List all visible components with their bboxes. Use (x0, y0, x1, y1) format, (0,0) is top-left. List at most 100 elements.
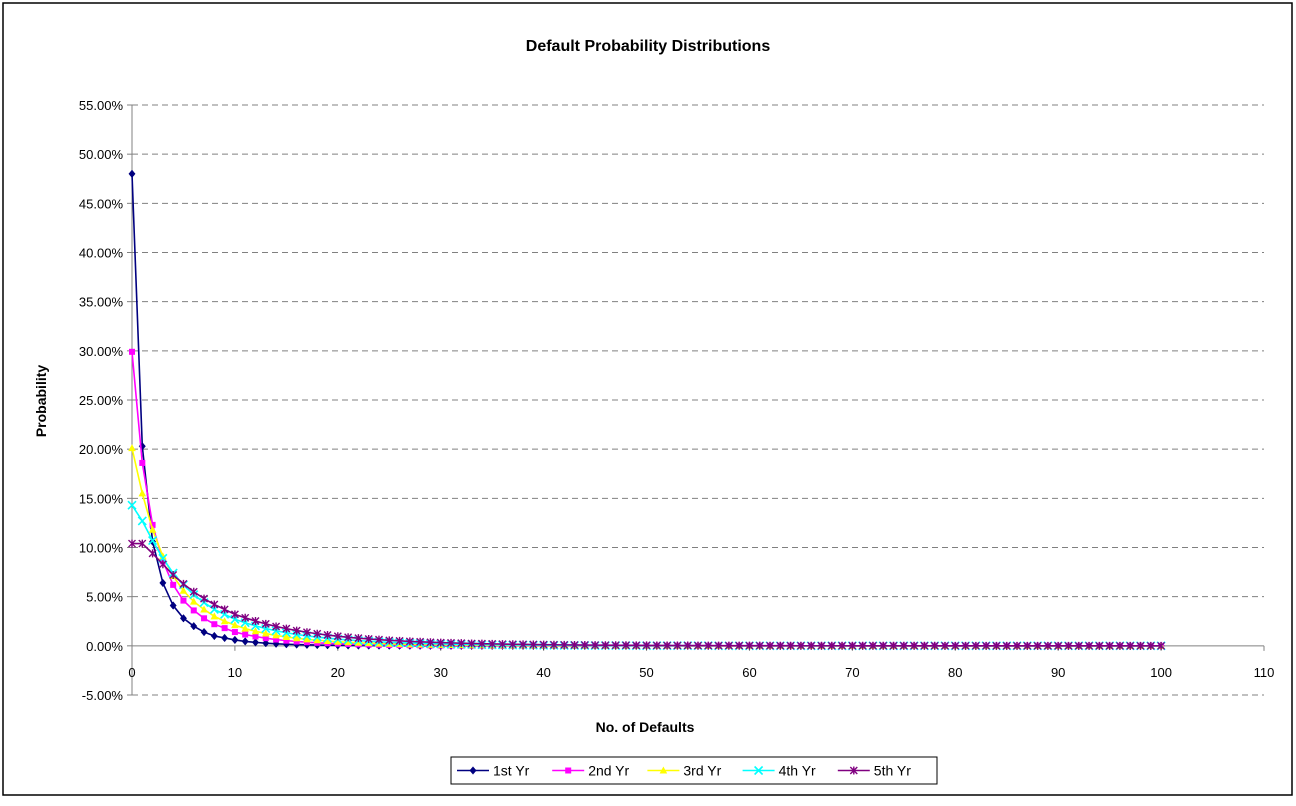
x-tick-label: 0 (128, 665, 135, 680)
legend-item: 2nd Yr (552, 763, 630, 779)
data-point (982, 641, 991, 650)
legend-item: 4th Yr (742, 763, 816, 779)
data-point (663, 641, 672, 650)
data-point (283, 637, 290, 644)
data-point (920, 641, 929, 650)
data-point (129, 348, 135, 355)
data-point (807, 641, 816, 650)
data-point (766, 641, 775, 650)
data-point (200, 605, 208, 613)
legend-marker (469, 766, 477, 775)
y-tick-label: 10.00% (79, 541, 124, 556)
data-point (910, 641, 919, 650)
y-tick-label: 20.00% (79, 442, 124, 457)
data-point (221, 633, 229, 643)
data-point (426, 638, 435, 647)
data-point (179, 586, 188, 594)
data-point (241, 624, 249, 632)
data-point (570, 640, 579, 649)
data-point (211, 621, 218, 628)
x-tick-label: 20 (331, 665, 345, 680)
data-point (189, 597, 198, 605)
data-point (364, 634, 373, 643)
data-point (1054, 641, 1063, 650)
data-point (344, 633, 353, 642)
data-point (1023, 641, 1032, 650)
y-tick-label: 15.00% (79, 491, 124, 506)
data-point (231, 621, 239, 629)
data-point (477, 639, 486, 648)
data-point (519, 640, 528, 649)
x-tick-label: 40 (536, 665, 550, 680)
data-point (251, 638, 260, 647)
data-point (1157, 641, 1166, 650)
data-point (776, 641, 785, 650)
data-point (580, 641, 589, 650)
x-axis-title: No. of Defaults (596, 719, 695, 735)
data-point (354, 638, 363, 646)
data-point (868, 641, 877, 650)
data-point (158, 560, 167, 569)
data-point (374, 635, 383, 644)
data-point (138, 539, 147, 548)
data-point (1013, 641, 1022, 650)
chart-title: Default Probability Distributions (526, 38, 771, 55)
series-group (127, 169, 1166, 651)
y-tick-label: 25.00% (79, 393, 124, 408)
x-tick-label: 90 (1051, 665, 1065, 680)
data-point (632, 641, 641, 650)
data-point (272, 631, 280, 639)
x-tick-label: 80 (948, 665, 962, 680)
y-tick-label: 50.00% (79, 147, 124, 162)
legend: 1st Yr 2nd Yr 3rd Yr 4th Yr 5th Yr (450, 756, 938, 785)
data-point (148, 525, 157, 533)
legend-item: 5th Yr (837, 763, 911, 779)
data-point (457, 639, 466, 648)
data-point (940, 641, 949, 650)
data-point (786, 641, 795, 650)
data-point (200, 627, 208, 637)
legend-marker (754, 765, 764, 776)
legend-label: 3rd Yr (683, 763, 721, 779)
data-point (242, 631, 249, 638)
data-point (611, 641, 620, 650)
data-point (1085, 641, 1094, 650)
data-point (1146, 641, 1155, 650)
data-point (138, 489, 147, 497)
data-point (139, 459, 146, 466)
data-point (498, 640, 507, 649)
data-point (899, 641, 908, 650)
data-point (333, 632, 342, 641)
data-point (1002, 641, 1011, 650)
data-point (447, 638, 456, 647)
data-point (704, 641, 713, 650)
data-point (241, 613, 250, 622)
data-point (601, 641, 610, 650)
data-point (385, 636, 394, 645)
data-point (292, 634, 301, 642)
x-tick-label: 10 (228, 665, 242, 680)
data-point (858, 641, 867, 650)
data-point (292, 626, 301, 635)
data-point (273, 636, 280, 643)
data-point (334, 637, 342, 645)
data-point (1074, 641, 1083, 650)
x-tick-label: 50 (639, 665, 653, 680)
data-point (838, 641, 847, 650)
data-point (159, 552, 167, 560)
data-point (149, 521, 156, 528)
data-point (262, 635, 269, 642)
data-point (642, 641, 651, 650)
data-point (200, 594, 209, 603)
x-tick-label: 30 (433, 665, 447, 680)
data-point (148, 536, 158, 546)
data-point (137, 516, 147, 526)
data-point (848, 641, 857, 650)
data-point (1043, 641, 1052, 650)
data-point (508, 640, 517, 649)
data-point (796, 641, 805, 650)
data-point (261, 619, 270, 628)
data-point (436, 638, 445, 647)
